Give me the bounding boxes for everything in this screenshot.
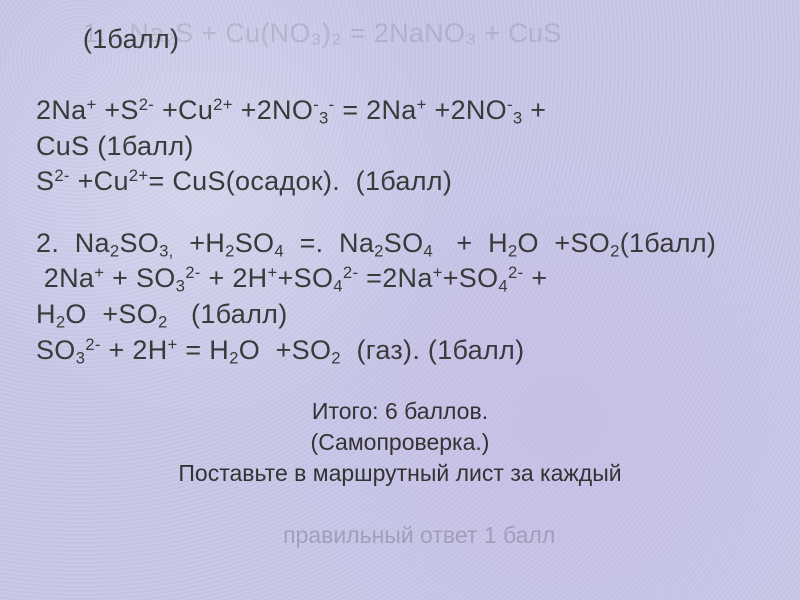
instruction-2-partial: правильный ответ 1 балл [36, 489, 764, 582]
total-score: Итого: 6 баллов. [36, 396, 764, 427]
ionic-full-b: CuS (1балл) [36, 129, 764, 165]
ionic-net: S2- +Cu2+= CuS(осадок). (1балл) [36, 164, 764, 200]
ionic-full-a: 2Na+ +S2- +Cu2+ +2NO-3- = 2Na+ +2NO-3 + [36, 93, 764, 129]
spacer [36, 200, 764, 226]
text: 1. Na₂S + Cu(NO₃)₂ = 2NaNO₃ + CuS [83, 18, 562, 48]
equation-block-2: 2. Na2SO3, +H2SO4 =. Na2SO4 + H2O +SO2(1… [36, 226, 764, 369]
instruction-1: Поставьте в маршрутный лист за каждый [36, 458, 764, 489]
ionic-net-2: SO32- + 2H+ = H2O +SO2 (газ). (1балл) [36, 333, 764, 369]
equation-block-1: 1. Na₂S + Cu(NO₃)₂ = 2NaNO₃ + CuS (1балл… [36, 0, 764, 200]
text: правильный ответ 1 балл [283, 522, 555, 548]
footer-block: Итого: 6 баллов. (Самопроверка.) Поставь… [36, 396, 764, 582]
molecular-eq: 2. Na2SO3, +H2SO4 =. Na2SO4 + H2O +SO2(1… [36, 226, 764, 262]
ionic-full-2a: 2Na+ + SO32- + 2H++SO42- =2Na++SO42- + [36, 261, 764, 297]
self-check: (Самопроверка.) [36, 427, 764, 458]
slide-content: 1. Na₂S + Cu(NO₃)₂ = 2NaNO₃ + CuS (1балл… [36, 0, 764, 583]
ionic-full-2b: H2O +SO2 (1балл) [36, 297, 764, 333]
